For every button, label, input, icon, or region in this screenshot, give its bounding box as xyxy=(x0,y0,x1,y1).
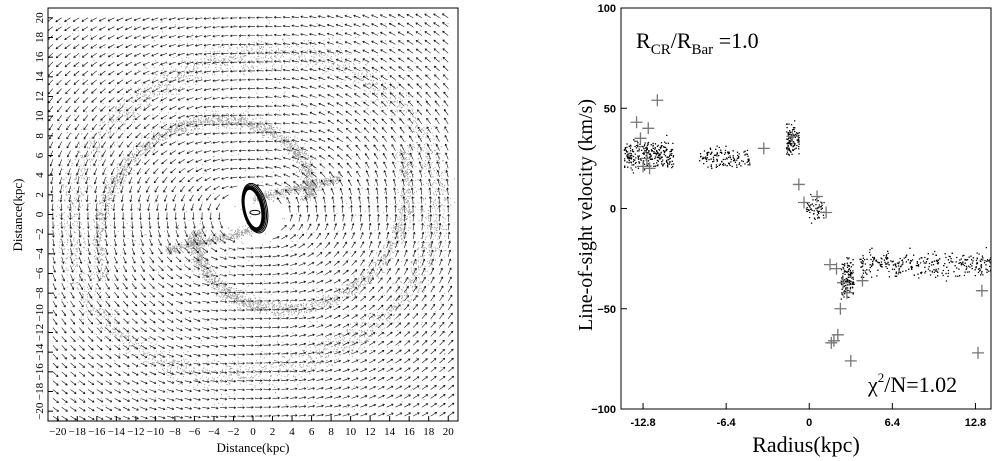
velocity-cross-point xyxy=(643,162,656,175)
velocity-x-tick-label: 12.8 xyxy=(965,417,986,429)
velocity-y-tick-label: 100 xyxy=(598,3,616,15)
velocity-x-label: Radius(kpc) xyxy=(752,432,860,457)
vf-x-tick-label: −12 xyxy=(127,426,144,438)
velocity-cross-point xyxy=(640,152,653,165)
velocity-cross-point xyxy=(642,122,655,135)
vf-x-tick-label: −6 xyxy=(189,426,201,438)
vf-x-tick-label: 4 xyxy=(289,426,295,438)
velocity-y-tick-label: 0 xyxy=(610,204,616,216)
vf-y-tick-label: 10 xyxy=(34,110,46,122)
velocity-cross-point xyxy=(786,130,799,143)
velocity-dot-series xyxy=(623,120,991,300)
velocity-frame xyxy=(620,7,992,410)
vf-y-tick-label: −12 xyxy=(34,324,46,341)
velocity-cross-series xyxy=(630,94,988,367)
velocity-panel: -12.8 -6.4 0 6.4 12.8 −100 −50 0 50 100 Radius(kp… xyxy=(575,3,992,457)
vf-x-tick-label: 18 xyxy=(423,426,435,438)
velocity-y-tick-label: −100 xyxy=(591,404,616,416)
velocity-x-tick-label: -6.4 xyxy=(717,417,737,429)
vf-x-tick-label: −4 xyxy=(208,426,220,438)
vf-y-tick-label: −2 xyxy=(34,228,46,240)
velocity-cross-point xyxy=(830,262,843,275)
vector-field-y-label: Distance(kpc) xyxy=(10,179,25,252)
velocity-cross-point xyxy=(825,336,838,349)
vf-y-tick-label: −16 xyxy=(34,363,46,381)
vf-x-tick-label: −14 xyxy=(108,426,126,438)
velocity-x-tick-label: 0 xyxy=(806,417,812,429)
vector-field-y-ticks: −20−18−16−14−12−10−8−6−4−202468101214161… xyxy=(34,12,53,420)
vf-x-tick-label: −18 xyxy=(69,426,87,438)
velocity-dot-cluster xyxy=(786,120,800,156)
vector-field-x-label: Distance(kpc) xyxy=(217,440,290,455)
velocity-cross-point xyxy=(834,302,847,315)
velocity-axis-ticks: -12.8 -6.4 0 6.4 12.8 −100 −50 0 50 100 xyxy=(591,3,986,429)
vector-field-panel: −20 −18 −16 −14 −12 −10 −8 −6 −4 −2 0 2 4 6 8 10 12 14 16 1… xyxy=(10,7,459,455)
velocity-y-tick-label: 50 xyxy=(604,103,616,115)
vector-field-x-ticks: −20 −18 −16 −14 −12 −10 −8 −6 −4 −2 0 2 4 6 8 10 12 14 16 1… xyxy=(49,416,454,438)
ratio-annotation: RCR/RBar =1.0 xyxy=(636,28,759,58)
vf-y-tick-label: −20 xyxy=(34,402,46,420)
velocity-cross-point xyxy=(820,206,833,219)
velocity-y-label: Line-of-sight velocity (km/s) xyxy=(575,99,597,331)
velocity-cross-point xyxy=(975,284,988,297)
vf-y-tick-label: 18 xyxy=(34,32,46,44)
velocity-cross-point xyxy=(757,142,770,155)
vf-x-tick-label: −8 xyxy=(169,426,181,438)
vf-y-tick-label: 4 xyxy=(34,172,46,178)
vf-x-tick-label: −20 xyxy=(49,426,67,438)
chi-squared-annotation: χ2/N=1.02 xyxy=(867,370,957,397)
velocity-cross-point xyxy=(840,286,853,299)
vf-x-tick-label: 8 xyxy=(328,426,334,438)
central-ring xyxy=(241,182,269,234)
vf-x-tick-label: 14 xyxy=(384,426,396,438)
velocity-cross-point xyxy=(844,354,857,367)
velocity-cross-point xyxy=(792,178,805,191)
velocity-arrows xyxy=(48,13,455,421)
velocity-cross-point xyxy=(811,190,824,203)
velocity-cross-point xyxy=(637,160,650,173)
vf-y-tick-label: 20 xyxy=(34,12,46,24)
velocity-cross-point xyxy=(798,196,811,209)
velocity-cross-point xyxy=(651,94,664,107)
velocity-cross-point xyxy=(831,328,844,341)
vf-y-tick-label: 6 xyxy=(34,152,46,158)
vf-x-tick-label: 0 xyxy=(250,426,256,438)
vf-x-tick-label: −10 xyxy=(147,426,165,438)
velocity-cross-point xyxy=(972,346,985,359)
vf-x-tick-label: −16 xyxy=(88,426,106,438)
vf-x-tick-label: −2 xyxy=(228,426,240,438)
vf-y-tick-label: −14 xyxy=(34,343,46,361)
velocity-dot-cluster xyxy=(623,134,675,174)
vf-y-tick-label: 12 xyxy=(34,91,46,102)
velocity-y-tick-label: −50 xyxy=(597,304,616,316)
velocity-x-tick-label: -12.8 xyxy=(631,417,656,429)
vf-x-tick-label: 12 xyxy=(365,426,376,438)
vf-x-tick-label: 16 xyxy=(404,426,416,438)
vf-y-tick-label: −18 xyxy=(34,382,46,400)
vf-y-tick-label: −4 xyxy=(34,247,46,259)
velocity-cross-point xyxy=(630,116,643,129)
vf-y-tick-label: −10 xyxy=(34,304,46,322)
vf-x-tick-label: 10 xyxy=(345,426,357,438)
velocity-cross-point xyxy=(824,258,837,271)
velocity-dot-cluster xyxy=(699,145,751,169)
vf-y-tick-label: 8 xyxy=(34,133,46,139)
vf-y-tick-label: 16 xyxy=(34,51,46,63)
vf-y-tick-label: −6 xyxy=(34,267,46,279)
velocity-x-tick-label: 6.4 xyxy=(885,417,901,429)
velocity-cross-point xyxy=(856,274,869,287)
velocity-cross-point xyxy=(634,132,647,145)
vf-y-tick-label: −8 xyxy=(34,287,46,299)
velocity-dot-cluster xyxy=(805,193,825,224)
velocity-dot-cluster xyxy=(859,246,991,282)
vf-x-tick-label: 2 xyxy=(270,426,276,438)
velocity-cross-point xyxy=(837,276,849,289)
velocity-cross-point xyxy=(827,334,840,347)
vf-x-tick-label: 6 xyxy=(309,426,315,438)
vf-x-tick-label: 20 xyxy=(443,426,455,438)
vf-y-tick-label: 14 xyxy=(34,71,46,83)
vf-y-tick-label: 2 xyxy=(34,192,46,198)
vf-y-tick-label: 0 xyxy=(34,211,46,217)
